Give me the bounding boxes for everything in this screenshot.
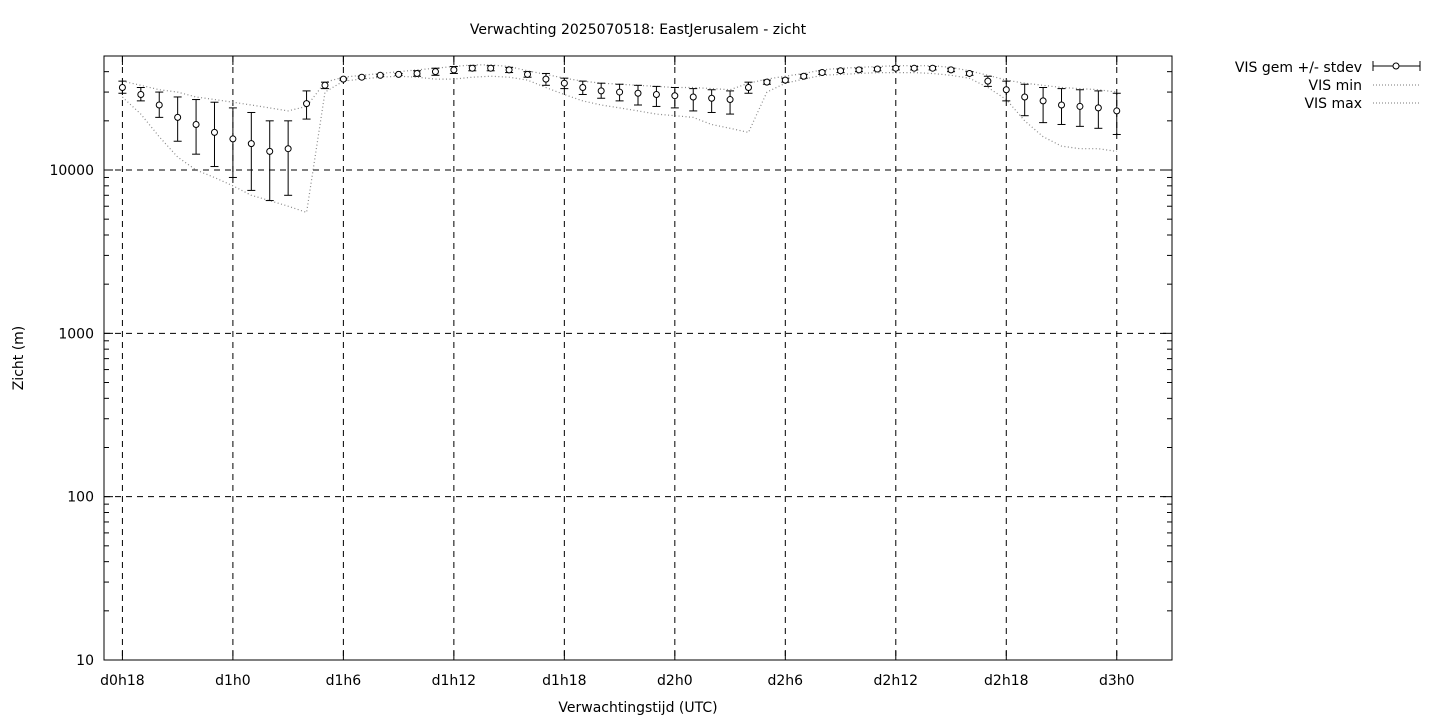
mean-point: [837, 67, 845, 75]
mean-point: [929, 64, 937, 72]
mean-point: [505, 66, 513, 74]
legend-label-max: VIS max: [1304, 96, 1362, 112]
vis-mean-errorbars: [118, 64, 1121, 202]
mean-point: [818, 69, 826, 77]
mean-point: [671, 92, 679, 100]
mean-point: [689, 93, 697, 101]
mean-point: [947, 66, 955, 74]
vis-max-series-line: [122, 64, 1117, 112]
vis-min-line: [121, 71, 1117, 214]
mean-point: [174, 113, 182, 121]
mean-point: [210, 128, 218, 136]
y-tick-labels: 10 100 1000 10000: [49, 163, 94, 669]
mean-point: [892, 64, 900, 72]
legend-label-mean: VIS gem +/- stdev: [1235, 60, 1362, 76]
x-axis-label: Verwachtingstijd (UTC): [558, 700, 717, 716]
mean-point: [984, 77, 992, 85]
mean-point: [284, 145, 292, 153]
mean-point: [1076, 102, 1084, 110]
mean-point: [321, 81, 329, 89]
mean-point: [708, 94, 716, 102]
mean-point: [155, 101, 163, 109]
mean-point: [542, 75, 550, 83]
mean-point: [726, 96, 734, 104]
mean-point: [800, 72, 808, 80]
x-tick-label: d1h18: [542, 673, 586, 689]
x-tick-label: d2h0: [657, 673, 693, 689]
chart-title: Verwachting 2025070518: EastJerusalem - …: [470, 22, 807, 38]
x-tick-label: d3h0: [1099, 673, 1135, 689]
x-tick-label: d2h12: [874, 673, 918, 689]
mean-point: [1039, 97, 1047, 105]
mean-point: [873, 65, 881, 73]
x-tick-label: d1h6: [326, 673, 362, 689]
legend: VIS gem +/- stdev VIS min VIS max: [1235, 60, 1421, 112]
y-axis-label: Zicht (m): [11, 326, 27, 391]
mean-point: [395, 70, 403, 78]
mean-point: [1021, 93, 1029, 101]
mean-point: [450, 66, 458, 74]
legend-label-min: VIS min: [1309, 78, 1362, 94]
mean-point: [192, 120, 200, 128]
y-tick-label: 1000: [58, 326, 94, 342]
mean-point: [413, 69, 421, 77]
minor-ticks: [104, 56, 1172, 661]
plot-area-border: [103, 55, 1173, 661]
x-tick-label: d1h0: [215, 673, 251, 689]
mean-point: [487, 64, 495, 72]
mean-point: [1058, 101, 1066, 109]
vis-max-line: [122, 64, 1117, 112]
mean-point: [431, 68, 439, 76]
mean-point: [1002, 86, 1010, 94]
x-tick-label: d2h6: [768, 673, 804, 689]
mean-point: [855, 66, 863, 74]
mean-point: [524, 70, 532, 78]
mean-point: [616, 88, 624, 96]
mean-point: [634, 89, 642, 97]
mean-point: [303, 100, 311, 108]
mean-point: [358, 73, 366, 81]
mean-point: [1113, 107, 1121, 115]
grid-lines: [104, 56, 1172, 660]
y-tick-label: 10000: [49, 163, 94, 179]
mean-point: [763, 78, 771, 86]
mean-point: [652, 90, 660, 98]
mean-point: [339, 75, 347, 83]
mean-point: [118, 83, 126, 91]
mean-point: [965, 69, 973, 77]
x-tick-labels: d0h18 d1h0 d1h6 d1h12 d1h18 d2h0 d2h6 d2h12 d2h1…: [100, 673, 1134, 689]
y-tick-label: 10: [76, 653, 94, 669]
mean-point: [597, 87, 605, 95]
mean-point: [560, 79, 568, 87]
mean-point: [781, 76, 789, 84]
mean-point: [579, 83, 587, 91]
mean-point: [1094, 104, 1102, 112]
y-tick-label: 100: [67, 490, 94, 506]
mean-point: [910, 64, 918, 72]
x-tick-label: d2h18: [984, 673, 1028, 689]
x-tick-label: d0h18: [100, 673, 144, 689]
mean-point: [266, 147, 274, 155]
mean-point: [229, 135, 237, 143]
mean-point: [468, 64, 476, 72]
x-tick-label: d1h12: [432, 673, 476, 689]
mean-point: [376, 71, 384, 79]
mean-point: [137, 90, 145, 98]
legend-swatch-mean: [1372, 61, 1421, 71]
vis-min-series-line: [121, 71, 1117, 214]
mean-point: [744, 83, 752, 91]
mean-point: [247, 140, 255, 148]
